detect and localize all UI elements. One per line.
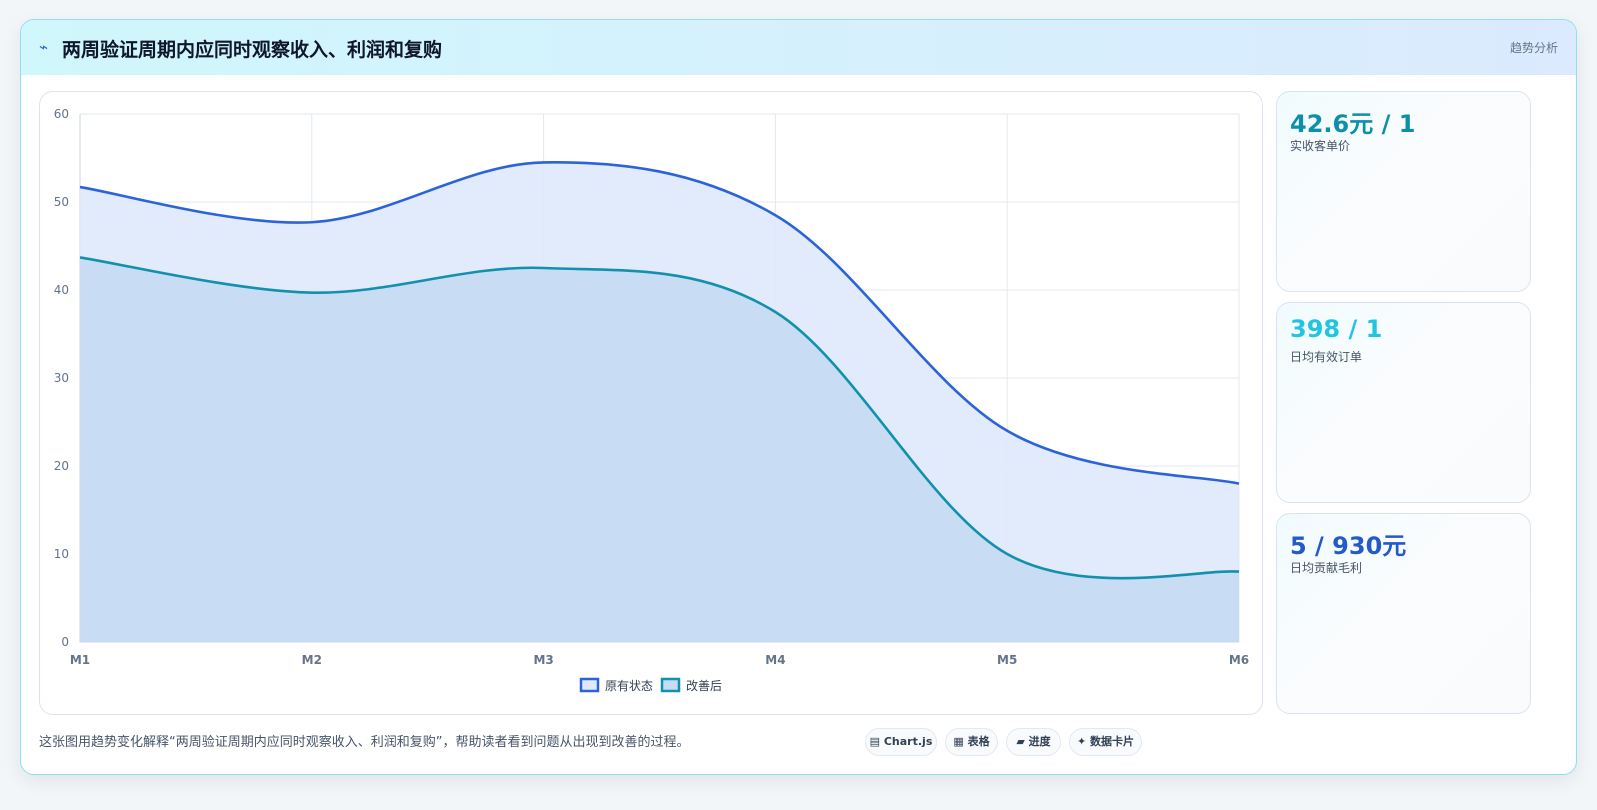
sparkle-icon: ✦	[1076, 735, 1087, 748]
trend-card: ⌁ 两周验证周期内应同时观察收入、利润和复购 趋势分析 0 10 20 30 40 50 6…	[20, 19, 1577, 775]
card-title: 两周验证周期内应同时观察收入、利润和复购	[62, 39, 443, 61]
table-icon: ▦	[953, 735, 964, 748]
stat-value: 5 / 930元	[1290, 532, 1407, 560]
pill-table[interactable]: ▦ 表格	[945, 728, 998, 756]
pill-label: Chart.js	[883, 735, 933, 748]
stat-value: 42.6元 / 1	[1290, 110, 1416, 138]
x-tick-label: M2	[302, 653, 322, 667]
series-area-1	[80, 257, 1239, 642]
card-header: ⌁ 两周验证周期内应同时观察收入、利润和复购 趋势分析	[21, 20, 1576, 75]
lightning-icon: ⌁	[39, 38, 49, 56]
y-tick-label: 10	[54, 547, 69, 561]
pill-chartjs[interactable]: ▤ Chart.js	[865, 728, 937, 756]
x-tick-label: M3	[533, 653, 553, 667]
series-line-0	[79, 161, 1240, 485]
stat-card-daily-margin: 5 / 930元 日均贡献毛利	[1276, 513, 1531, 714]
y-tick-label: 30	[54, 371, 69, 385]
stat-card-daily-orders: 398 / 1 日均有效订单	[1276, 302, 1531, 503]
y-tick-label: 20	[54, 459, 69, 473]
stat-card-avg-price: 42.6元 / 1 实收客单价	[1276, 91, 1531, 292]
y-tick-label: 40	[54, 283, 69, 297]
chart-caption: 这张图用趋势变化解释“两周验证周期内应同时观察收入、利润和复购”，帮助读者看到问…	[39, 735, 690, 750]
pill-label: 进度	[1028, 735, 1051, 748]
pill-data-cards[interactable]: ✦ 数据卡片	[1069, 728, 1142, 756]
pill-label: 表格	[967, 735, 990, 748]
x-tick-label: M4	[765, 653, 785, 667]
stat-value: 398 / 1	[1290, 315, 1383, 343]
legend-swatch	[660, 677, 681, 693]
x-tick-label: M5	[997, 653, 1017, 667]
y-tick-label: 60	[54, 107, 69, 121]
x-tick-label: M1	[70, 653, 90, 667]
y-tick-label: 50	[54, 195, 69, 209]
pill-progress[interactable]: ▰ 进度	[1006, 728, 1061, 756]
pill-label: 数据卡片	[1090, 735, 1135, 748]
x-tick-label: M6	[1229, 653, 1249, 667]
legend-label: 改善后	[686, 678, 722, 693]
category-tag: 趋势分析	[1509, 41, 1558, 55]
progress-icon: ▰	[1016, 735, 1025, 748]
y-tick-label: 0	[61, 635, 69, 649]
stat-label: 实收客单价	[1290, 139, 1351, 153]
legend-label: 原有状态	[605, 679, 653, 693]
area-chart: 0 10 20 30 40 50 60 M1 M2 M3 M4 M5 M6 原有状态 改善后	[54, 107, 1249, 693]
chart-icon: ▤	[869, 735, 881, 748]
stat-label: 日均贡献毛利	[1290, 561, 1363, 575]
chart-panel: 0 10 20 30 40 50 60 M1 M2 M3 M4 M5 M6 原有状态 改善后	[39, 91, 1263, 715]
series-line-1	[79, 256, 1240, 580]
stat-label: 日均有效订单	[1290, 350, 1363, 364]
legend-swatch	[579, 677, 600, 693]
